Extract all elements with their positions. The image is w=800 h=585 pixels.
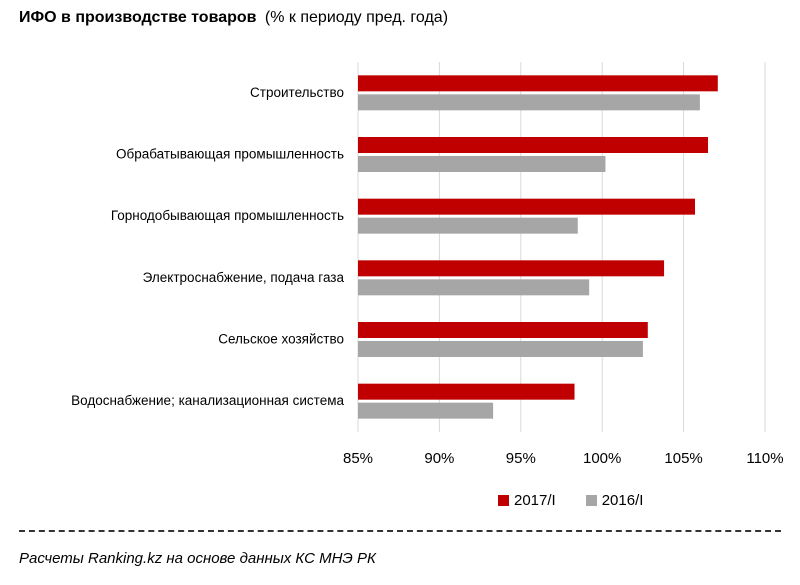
x-tick-label: 90%	[424, 450, 454, 467]
source-note: Расчеты Ranking.kz на основе данных КС М…	[19, 550, 376, 567]
legend-swatch-2016	[585, 495, 597, 506]
chart-subtitle: (% к периоду пред. года)	[264, 9, 449, 26]
x-tick-label: 85%	[343, 450, 373, 467]
bar-2016-I	[358, 279, 590, 296]
bar-2017-I	[358, 260, 665, 277]
category-label: Сельское хозяйство	[218, 332, 344, 347]
bar-2017-I	[358, 322, 648, 338]
x-tick-label: 110%	[746, 450, 783, 467]
legend-label-2016: 2016/I	[601, 492, 644, 509]
bar-2017-I	[358, 198, 695, 215]
bar-2017-I	[358, 137, 709, 153]
gridlines	[357, 62, 766, 432]
divider-line	[19, 530, 781, 532]
bar-2016-I	[358, 217, 578, 234]
x-tick-labels: 85% 90% 95% 100% 105% 110%	[343, 450, 784, 467]
bar-chart: Строительство Обрабатывающая промышленнос…	[71, 62, 784, 467]
legend-item-2016: 2016/I	[585, 492, 644, 509]
chart-title: ИФО в производстве товаров	[19, 9, 257, 26]
bar-2016-I	[358, 402, 494, 419]
category-label: Водоснабжение; канализационная система	[71, 393, 344, 408]
legend-swatch-2017	[498, 495, 509, 506]
legend-label-2017: 2017/I	[514, 492, 556, 509]
category-label: Горнодобывающая промышленность	[111, 208, 344, 223]
bar-2016-I	[358, 94, 700, 111]
category-labels: Строительство Обрабатывающая промышленнос…	[71, 85, 344, 408]
category-label: Строительство	[250, 85, 344, 100]
bar-2017-I	[358, 383, 575, 400]
bar-2017-I	[358, 75, 718, 92]
chart-title-row: ИФО в производстве товаров (% к периоду …	[19, 9, 448, 27]
legend-item-2017: 2017/I	[498, 492, 556, 509]
category-label: Электроснабжение, подача газа	[143, 270, 345, 285]
category-label: Обрабатывающая промышленность	[116, 147, 344, 162]
legend: 2017/I 2016/I	[498, 492, 673, 509]
bar-2016-I	[358, 341, 643, 357]
bars	[358, 75, 718, 419]
bar-2016-I	[358, 156, 606, 172]
x-tick-label: 95%	[506, 450, 536, 467]
x-tick-label: 105%	[664, 450, 702, 467]
x-tick-label: 100%	[583, 450, 621, 467]
